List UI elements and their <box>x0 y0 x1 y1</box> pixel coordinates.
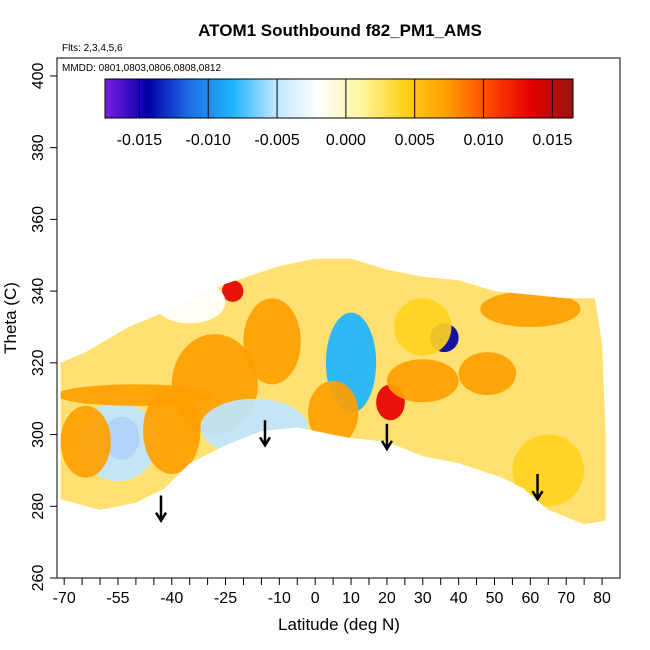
x-tick-label: -70 <box>53 590 76 607</box>
anomaly-cell <box>153 280 226 324</box>
colorbar-tick-label: -0.015 <box>117 132 162 149</box>
x-tick-label: 50 <box>486 590 504 607</box>
anomaly-cell <box>221 280 244 302</box>
x-tick-label: 10 <box>342 590 360 607</box>
colorbar-tick-label: 0.005 <box>395 132 435 149</box>
y-tick-label: 340 <box>30 278 47 305</box>
anomaly-cell <box>60 405 111 478</box>
anomaly-cell <box>458 352 517 396</box>
x-tick-label: 20 <box>378 590 396 607</box>
x-tick-label: -55 <box>106 590 129 607</box>
x-tick-label: 40 <box>450 590 468 607</box>
anomaly-cell <box>243 298 301 385</box>
heatmap-anomalies <box>60 258 585 507</box>
chart-title: ATOM1 Southbound f82_PM1_AMS <box>198 21 482 40</box>
y-axis-label: Theta (C) <box>1 282 20 354</box>
arrow-annotations <box>154 420 544 523</box>
down-arrow <box>154 495 168 523</box>
colorbar-tick-label: 0.000 <box>326 132 366 149</box>
x-tick-label: 30 <box>414 590 432 607</box>
chart-subtitle-flights: Flts: 2,3,4,5,6 <box>62 43 123 54</box>
x-tick-label: 0 <box>311 590 320 607</box>
chart-subtitle-dates: MMDD: 0801,0803,0806,0808,0812 <box>62 63 221 74</box>
anomaly-cell <box>386 359 459 403</box>
colorbar-tick-label: 0.010 <box>464 132 504 149</box>
anomaly-cell <box>480 291 581 327</box>
x-tick-label: -40 <box>160 590 183 607</box>
anomaly-cell <box>200 398 309 457</box>
y-tick-label: 320 <box>30 349 47 376</box>
y-tick-label: 280 <box>30 493 47 520</box>
down-arrow <box>531 474 544 502</box>
y-axis: 260 280 300 320 340 360 380 400 <box>30 62 57 591</box>
anomaly-cell <box>394 298 452 356</box>
anomaly-cell <box>236 258 258 274</box>
plot-frame <box>56 57 621 579</box>
x-tick-label: 60 <box>521 590 539 607</box>
x-axis-label: Latitude (deg N) <box>278 615 400 634</box>
colorbar-tick-label: 0.015 <box>532 132 572 149</box>
y-tick-label: 300 <box>30 421 47 448</box>
colorbar-ramp <box>104 78 574 119</box>
colorbar: -0.015 -0.010 -0.005 0.000 0.005 0.010 0.015 <box>104 78 574 149</box>
down-arrow <box>380 423 393 452</box>
x-axis: -70 -55 -40 -25 -10 0 10 20 30 40 50 60 70 80 <box>53 578 611 607</box>
anomaly-cell <box>308 380 359 446</box>
colorbar-ticks: -0.015 -0.010 -0.005 0.000 0.005 0.010 0.015 <box>117 79 572 149</box>
x-tick-label: 80 <box>593 590 611 607</box>
y-tick-label: 380 <box>30 134 47 161</box>
colorbar-tick-label: -0.005 <box>254 132 299 149</box>
x-tick-label: 70 <box>557 590 575 607</box>
y-tick-label: 400 <box>30 62 47 89</box>
y-tick-label: 360 <box>30 206 47 233</box>
y-tick-label: 260 <box>30 565 47 592</box>
x-tick-label: -10 <box>268 590 291 607</box>
x-tick-label: -25 <box>214 590 237 607</box>
down-arrow <box>258 420 272 448</box>
anomaly-cell <box>512 434 585 507</box>
colorbar-tick-label: -0.010 <box>186 132 231 149</box>
